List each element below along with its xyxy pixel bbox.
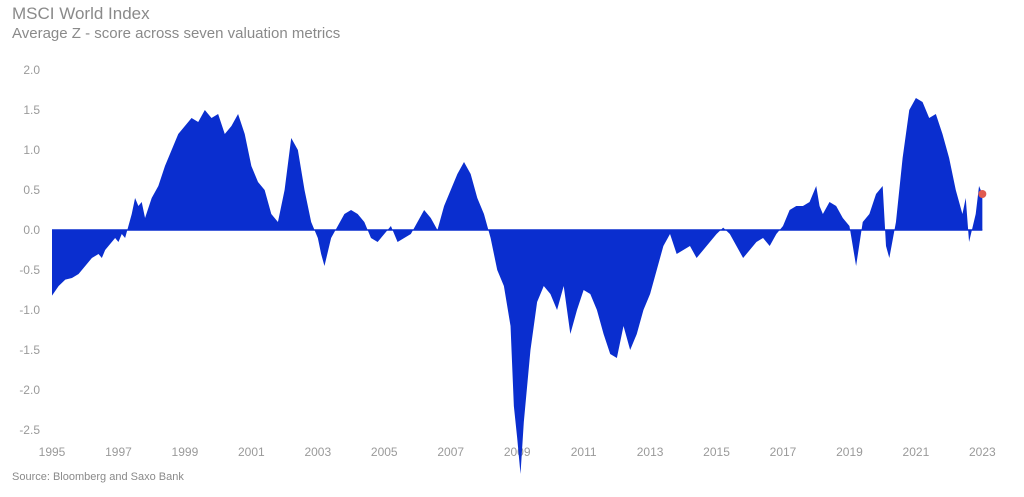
y-axis-ticks: 2.0 1.5 1.0 0.5 0.0 -0.5 -1.0 -1.5 -2.0 -2.5 [19, 63, 40, 437]
x-tick-label: 2003 [304, 445, 331, 459]
x-tick-label: 2001 [238, 445, 265, 459]
area-series-positive [52, 98, 983, 474]
x-tick-label: 2011 [571, 445, 597, 459]
x-tick-label: 2023 [969, 445, 996, 459]
x-tick-label: 2005 [371, 445, 398, 459]
x-tick-label: 1997 [105, 445, 132, 459]
y-tick-label: 0.5 [23, 183, 40, 197]
y-tick-label: -2.0 [19, 383, 40, 397]
x-tick-label: 2017 [770, 445, 797, 459]
x-tick-label: 1999 [172, 445, 199, 459]
x-tick-label: 2009 [504, 445, 531, 459]
chart-title: MSCI World Index [12, 4, 150, 23]
x-tick-label: 2019 [836, 445, 863, 459]
x-tick-label: 2021 [903, 445, 930, 459]
y-tick-label: -1.5 [19, 343, 40, 357]
y-tick-label: -2.5 [19, 423, 40, 437]
chart-subtitle: Average Z - score across seven valuation… [12, 25, 341, 42]
latest-value-marker [978, 190, 987, 198]
x-tick-label: 2015 [703, 445, 730, 459]
x-tick-label: 1995 [39, 445, 66, 459]
y-tick-label: 1.5 [23, 103, 40, 117]
y-tick-label: 1.0 [23, 143, 40, 157]
y-tick-label: 2.0 [23, 63, 40, 77]
y-tick-label: 0.0 [23, 223, 40, 237]
x-tick-label: 2007 [437, 445, 464, 459]
x-axis-ticks: 1995 1997 1999 2001 2003 2005 2007 2009 2011 2013… [39, 445, 996, 459]
y-tick-label: -0.5 [19, 263, 40, 277]
x-tick-label: 2013 [637, 445, 664, 459]
y-tick-label: -1.0 [19, 303, 40, 317]
source-note: Source: Bloomberg and Saxo Bank [12, 471, 184, 483]
